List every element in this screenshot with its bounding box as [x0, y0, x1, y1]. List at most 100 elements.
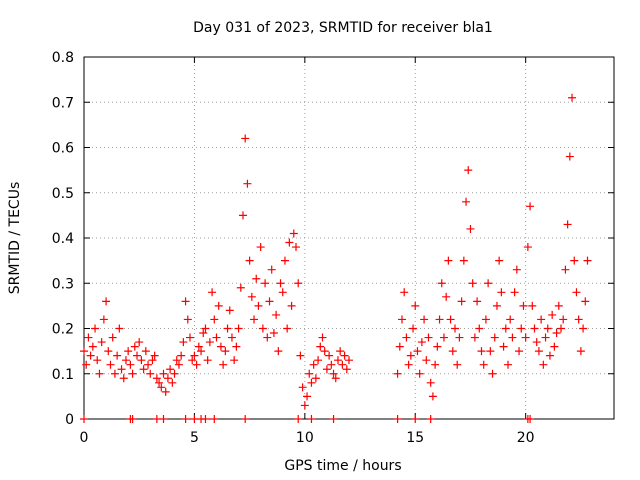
data-point: [473, 297, 482, 306]
x-axis-label: GPS time / hours: [284, 458, 401, 474]
data-point: [415, 369, 424, 378]
data-point: [166, 365, 175, 374]
data-point: [431, 360, 440, 369]
data-point: [411, 301, 420, 310]
data-point: [448, 347, 457, 356]
data-point: [97, 338, 106, 347]
data-point: [298, 383, 307, 392]
data-point: [106, 360, 115, 369]
data-point: [506, 315, 515, 324]
data-point: [534, 347, 543, 356]
data-point: [539, 360, 548, 369]
data-point: [93, 356, 102, 365]
data-point: [113, 351, 122, 360]
data-point: [197, 347, 206, 356]
data-point: [267, 265, 276, 274]
data-point: [274, 347, 283, 356]
data-point: [84, 333, 93, 342]
data-point: [433, 342, 442, 351]
data-point: [188, 356, 197, 365]
data-point: [163, 374, 172, 383]
data-point: [325, 351, 334, 360]
data-point: [393, 369, 402, 378]
data-point: [526, 415, 535, 423]
data-points: [80, 93, 592, 423]
data-point: [214, 301, 223, 310]
data-point: [133, 351, 141, 360]
data-point: [236, 283, 245, 292]
data-point: [252, 274, 261, 283]
axis-ticks: 0 0.1 0.2 0.3 0.4 0.5 0.6 0.7 0.8 0 5 10 15 20: [52, 50, 614, 446]
data-point: [128, 415, 137, 423]
data-point: [462, 197, 471, 206]
y-tick-label: 0: [65, 412, 74, 428]
data-point: [486, 347, 495, 356]
data-point: [223, 324, 232, 333]
data-point: [411, 415, 420, 423]
data-point: [322, 365, 331, 374]
data-point: [490, 333, 499, 342]
data-point: [124, 347, 133, 356]
data-point: [581, 297, 590, 306]
data-point: [128, 369, 137, 378]
data-point: [340, 351, 349, 360]
data-point: [192, 360, 201, 369]
data-point: [541, 333, 550, 342]
x-tick-label: 20: [517, 430, 535, 446]
data-point: [91, 324, 100, 333]
data-point: [256, 243, 265, 252]
data-point: [146, 369, 155, 378]
data-point: [311, 374, 320, 383]
data-point: [250, 315, 259, 324]
data-point: [484, 279, 493, 288]
data-point: [245, 256, 254, 265]
data-point: [104, 347, 113, 356]
y-tick-label: 0.3: [52, 276, 74, 292]
y-tick-label: 0.7: [52, 95, 74, 111]
data-point: [451, 324, 459, 333]
data-point: [563, 220, 572, 229]
data-point: [406, 351, 415, 360]
data-point: [225, 306, 234, 315]
data-point: [532, 338, 541, 347]
y-axis-label: SRMTID / TECUs: [7, 182, 23, 295]
data-point: [296, 351, 305, 360]
data-point: [475, 324, 484, 333]
data-point: [172, 356, 181, 365]
y-tick-label: 0.4: [52, 231, 74, 247]
data-point: [521, 333, 530, 342]
data-point: [345, 356, 353, 365]
data-point: [453, 360, 462, 369]
data-point: [117, 365, 126, 374]
y-tick-label: 0.5: [52, 186, 74, 202]
data-point: [294, 415, 303, 423]
y-tick-label: 0.2: [52, 322, 74, 338]
data-point: [221, 347, 230, 356]
data-point: [115, 324, 124, 333]
y-tick-label: 0.6: [52, 141, 74, 157]
data-point: [561, 265, 570, 274]
data-point: [283, 324, 292, 333]
data-point: [232, 342, 241, 351]
data-point: [435, 315, 444, 324]
data-point: [393, 415, 402, 423]
data-point: [161, 387, 170, 396]
data-point: [400, 288, 409, 297]
grid-lines: [84, 57, 614, 419]
data-point: [477, 347, 486, 356]
data-point: [426, 378, 435, 387]
data-point: [199, 329, 208, 338]
data-point: [545, 351, 554, 360]
data-point: [276, 279, 285, 288]
data-point: [269, 329, 278, 338]
data-point: [526, 202, 535, 211]
data-point: [515, 347, 524, 356]
data-point: [479, 360, 488, 369]
data-point: [437, 279, 446, 288]
data-point: [331, 374, 340, 383]
data-point: [241, 415, 250, 423]
data-point: [203, 356, 212, 365]
data-point: [572, 288, 581, 297]
data-point: [88, 342, 97, 351]
